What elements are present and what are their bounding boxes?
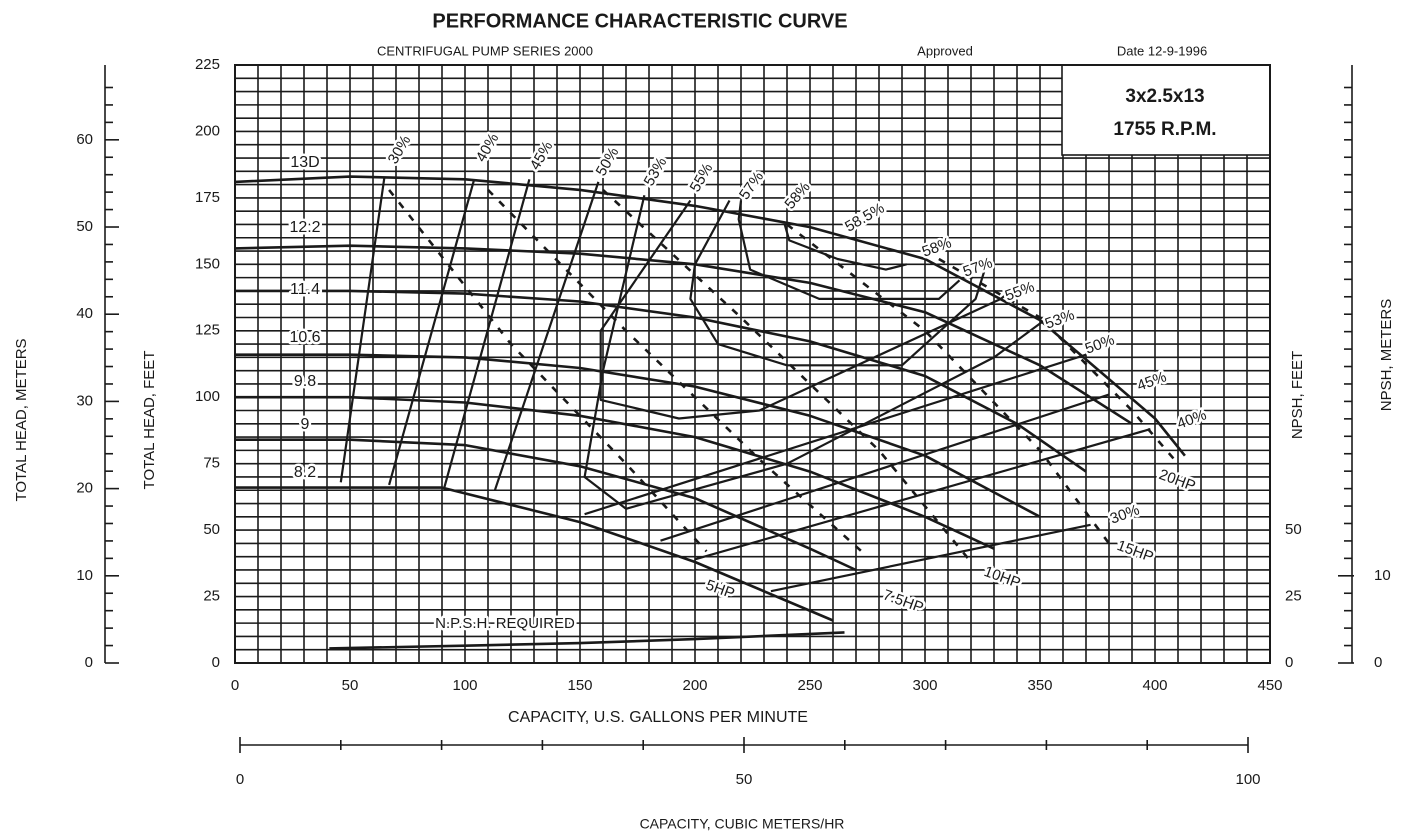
efficiency-label: 58.5% bbox=[842, 200, 887, 236]
power-curve bbox=[602, 188, 973, 563]
efficiency-label: 40% bbox=[473, 130, 503, 165]
impeller-curve bbox=[235, 438, 857, 572]
cmh-tick-label: 50 bbox=[736, 771, 753, 788]
efficiency-label: 45% bbox=[527, 138, 557, 173]
efficiency-label: 55% bbox=[687, 160, 717, 195]
y-tick-label: 100 bbox=[195, 388, 220, 405]
efficiency-curve bbox=[388, 179, 1151, 561]
x-axis-title: CAPACITY, U.S. GALLONS PER MINUTE bbox=[508, 709, 808, 726]
x-tick-label: 450 bbox=[1257, 677, 1282, 694]
approval: Approved bbox=[917, 43, 973, 58]
impeller-label: 12.2 bbox=[289, 219, 320, 236]
y-tick-label: 50 bbox=[203, 521, 220, 538]
impeller-curve bbox=[235, 353, 1041, 518]
x-tick-label: 400 bbox=[1142, 677, 1167, 694]
cmh-axis-title: CAPACITY, CUBIC METERS/HR bbox=[640, 816, 845, 832]
y-tick-label: 125 bbox=[195, 322, 220, 339]
cmh-tick-label: 0 bbox=[236, 771, 244, 788]
impeller-curve bbox=[235, 289, 1087, 473]
meters-tick-label: 60 bbox=[76, 131, 93, 148]
npsh-feet-title: NPSH, FEET bbox=[1289, 351, 1306, 439]
power-curve bbox=[924, 249, 1179, 465]
y-tick-label: 225 bbox=[195, 56, 220, 73]
npsh-curve bbox=[329, 631, 845, 650]
impeller-label: 8.2 bbox=[294, 464, 316, 481]
efficiency-label: 53% bbox=[1043, 306, 1077, 332]
meters-tick-label: 40 bbox=[76, 305, 93, 322]
impeller-label: 10.6 bbox=[289, 329, 320, 346]
efficiency-label: 50% bbox=[593, 144, 623, 179]
x-tick-label: 250 bbox=[797, 677, 822, 694]
meters-tick-label: 50 bbox=[76, 218, 93, 235]
meters-tick-label: 30 bbox=[76, 392, 93, 409]
efficiency-label: 30% bbox=[385, 132, 415, 167]
y-tick-label: 150 bbox=[195, 255, 220, 272]
x-tick-label: 100 bbox=[452, 677, 477, 694]
impeller-label: 9 bbox=[301, 416, 310, 433]
efficiency-label: 55% bbox=[1003, 278, 1037, 304]
efficiency-curve bbox=[689, 199, 986, 367]
impeller-curve bbox=[235, 395, 995, 550]
npsh-label: N.P.S.H. REQUIRED bbox=[435, 615, 575, 632]
efficiency-curve bbox=[339, 176, 1091, 593]
power-label: 7.5HP bbox=[881, 586, 926, 616]
impeller-label: 9.8 bbox=[294, 373, 316, 390]
efficiency-curve bbox=[443, 179, 1110, 542]
power-curve bbox=[487, 188, 869, 558]
x-tick-label: 0 bbox=[231, 677, 239, 694]
efficiency-label: 50% bbox=[1083, 331, 1117, 357]
npsh-meters-tick-label: 10 bbox=[1374, 567, 1391, 584]
y-tick-label: 75 bbox=[203, 455, 220, 472]
npsh-feet-tick-label: 0 bbox=[1285, 654, 1293, 671]
x-tick-label: 150 bbox=[567, 677, 592, 694]
plot-frame bbox=[234, 64, 1271, 664]
model-box bbox=[1061, 64, 1271, 156]
cmh-tick-label: 100 bbox=[1235, 771, 1260, 788]
impeller-curve bbox=[235, 486, 834, 622]
npsh-meters-title: NPSH, METERS bbox=[1378, 299, 1395, 412]
efficiency-curve bbox=[599, 199, 1011, 420]
efficiency-curve bbox=[583, 194, 1046, 510]
meters-axis-title: TOTAL HEAD, METERS bbox=[13, 338, 30, 501]
efficiency-label: 30% bbox=[1108, 501, 1142, 527]
model: 3x2.5x13 bbox=[1125, 86, 1204, 107]
y-tick-label: 200 bbox=[195, 122, 220, 139]
npsh-meters-tick-label: 0 bbox=[1374, 654, 1382, 671]
power-label: 15HP bbox=[1115, 537, 1156, 566]
power-curve bbox=[786, 223, 1111, 545]
x-tick-label: 50 bbox=[342, 677, 359, 694]
meters-tick-label: 20 bbox=[76, 480, 93, 497]
subtitle: CENTRIFUGAL PUMP SERIES 2000 bbox=[377, 43, 593, 58]
efficiency-curve bbox=[737, 200, 961, 300]
efficiency-label: 45% bbox=[1135, 368, 1169, 394]
y-tick-label: 25 bbox=[203, 588, 220, 605]
impeller-label: 13D bbox=[290, 154, 319, 171]
chart-title: PERFORMANCE CHARACTERISTIC CURVE bbox=[432, 10, 847, 32]
x-tick-label: 200 bbox=[682, 677, 707, 694]
efficiency-curve bbox=[493, 181, 1087, 516]
speed: 1755 R.P.M. bbox=[1113, 119, 1216, 140]
npsh-feet-tick-label: 50 bbox=[1285, 521, 1302, 538]
impeller-label: 11.4 bbox=[290, 281, 320, 298]
date: Date 12-9-1996 bbox=[1117, 43, 1207, 58]
meters-tick-label: 0 bbox=[85, 654, 93, 671]
y-tick-label: 0 bbox=[212, 654, 220, 671]
x-tick-label: 350 bbox=[1027, 677, 1052, 694]
y-tick-label: 175 bbox=[195, 189, 220, 206]
power-label: 5HP bbox=[704, 577, 737, 603]
efficiency-label: 57% bbox=[961, 254, 995, 280]
npsh-feet-tick-label: 25 bbox=[1285, 588, 1302, 605]
x-tick-label: 300 bbox=[912, 677, 937, 694]
meters-tick-label: 10 bbox=[76, 567, 93, 584]
impeller-curve bbox=[234, 175, 1186, 457]
efficiency-curve bbox=[783, 224, 907, 271]
y-axis-title: TOTAL HEAD, FEET bbox=[141, 351, 158, 490]
power-curve bbox=[388, 189, 708, 553]
